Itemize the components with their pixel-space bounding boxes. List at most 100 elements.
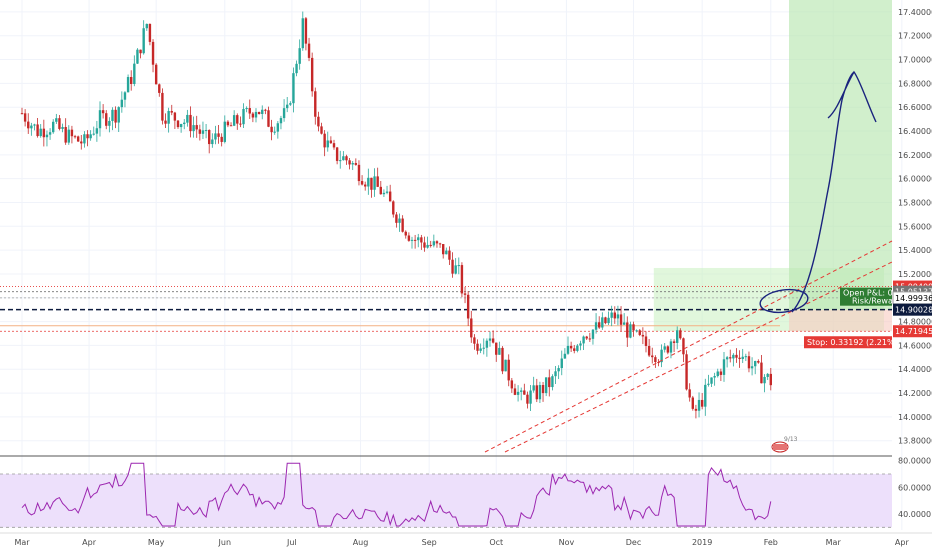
candle-body <box>554 371 557 377</box>
candle-body <box>232 115 236 126</box>
candle-body <box>651 355 654 358</box>
candle-body <box>685 354 688 390</box>
candle-body <box>376 176 379 187</box>
price-tag-bg <box>893 303 932 316</box>
candle-body <box>691 397 694 409</box>
price-tick-label: 15.80000 <box>898 198 932 207</box>
candle-body <box>682 338 685 355</box>
candle-body <box>473 337 476 344</box>
candle-body <box>607 317 610 324</box>
candle-body <box>357 164 361 182</box>
time-tick-label: May <box>148 538 165 547</box>
time-tick-label: Mar <box>826 538 842 547</box>
candle-body <box>479 348 482 351</box>
candle-body <box>379 186 382 195</box>
candle-body <box>538 385 542 400</box>
candle-body <box>532 385 535 391</box>
candle-body <box>101 110 105 114</box>
candle-body <box>548 377 551 388</box>
candle-body <box>126 77 130 93</box>
candle-body <box>398 218 401 223</box>
candle-body <box>195 125 198 130</box>
candle-body <box>413 239 417 241</box>
candle-body <box>470 318 473 338</box>
candle-body <box>704 384 707 407</box>
candle-body <box>307 43 311 58</box>
candle-body <box>523 390 526 395</box>
price-tag-label: 14.71945 <box>895 327 932 336</box>
risk-reward-label: Risk/Rewa <box>852 297 893 306</box>
candle-body <box>573 348 576 351</box>
candle-body <box>544 377 548 394</box>
price-tick-label: 16.60000 <box>898 103 932 112</box>
time-tick-label: Apr <box>82 538 97 547</box>
candle-body <box>754 361 757 367</box>
candle-body <box>45 134 49 138</box>
candle-body <box>139 49 142 54</box>
candle-body <box>510 380 514 389</box>
candle-body <box>457 265 460 267</box>
candle-body <box>676 330 679 343</box>
candle-body <box>629 324 632 338</box>
target-zone <box>789 0 892 310</box>
candle-body <box>298 48 301 64</box>
event-marker-label: 9/13 <box>784 436 798 443</box>
candle-body <box>151 41 155 65</box>
candle-body <box>566 345 570 354</box>
candle-body <box>220 136 223 142</box>
candle-body <box>420 237 423 243</box>
hand-drawn-forecast[interactable] <box>759 70 877 315</box>
candle-body <box>654 357 657 363</box>
candle-body <box>448 250 451 260</box>
price-tick-label: 17.40000 <box>898 8 932 17</box>
candle-body <box>426 244 429 248</box>
candle-body <box>27 121 30 129</box>
price-tick-label: 13.80000 <box>898 437 932 446</box>
price-tick-label: 14.80000 <box>898 318 932 327</box>
candle-body <box>660 349 663 363</box>
candle-body <box>591 329 595 339</box>
candle-body <box>42 128 46 138</box>
candle-body <box>52 121 55 133</box>
candle-body <box>192 125 195 132</box>
candle-body <box>622 322 626 325</box>
price-tick-label: 15.60000 <box>898 222 932 231</box>
candle-body <box>204 130 208 132</box>
candle-body <box>279 118 283 124</box>
candle-body <box>700 399 704 407</box>
candle-body <box>769 373 772 386</box>
time-tick-label: 2019 <box>692 538 712 547</box>
price-tick-label: 17.20000 <box>898 32 932 41</box>
candle-body <box>295 63 298 74</box>
candle-body <box>251 113 255 118</box>
candle-body <box>332 143 336 148</box>
price-tag-label: 14.90028 <box>895 306 932 315</box>
candle-body <box>161 92 164 121</box>
candle-body <box>114 109 117 123</box>
candle-body <box>214 133 217 140</box>
candle-body <box>417 237 420 241</box>
candle-body <box>23 113 27 122</box>
candle-body <box>186 114 189 123</box>
event-marker[interactable]: 9/13 <box>771 436 798 453</box>
candle-body <box>454 265 457 274</box>
candle-body <box>644 336 648 346</box>
candle-body <box>488 338 492 341</box>
candle-body <box>183 122 186 125</box>
candle-body <box>148 23 152 42</box>
candlestick-series <box>20 11 772 419</box>
candle-body <box>335 147 339 161</box>
candle-body <box>476 343 479 351</box>
candle-body <box>254 111 258 118</box>
candle-body <box>732 354 735 359</box>
candle-body <box>713 376 716 378</box>
candle-body <box>766 373 769 377</box>
candle-body <box>638 330 641 335</box>
rsi-band <box>0 474 892 528</box>
stop-box-bg <box>804 336 892 349</box>
trend-channel[interactable] <box>484 240 893 453</box>
candle-body <box>535 385 538 400</box>
candle-body <box>248 108 251 114</box>
